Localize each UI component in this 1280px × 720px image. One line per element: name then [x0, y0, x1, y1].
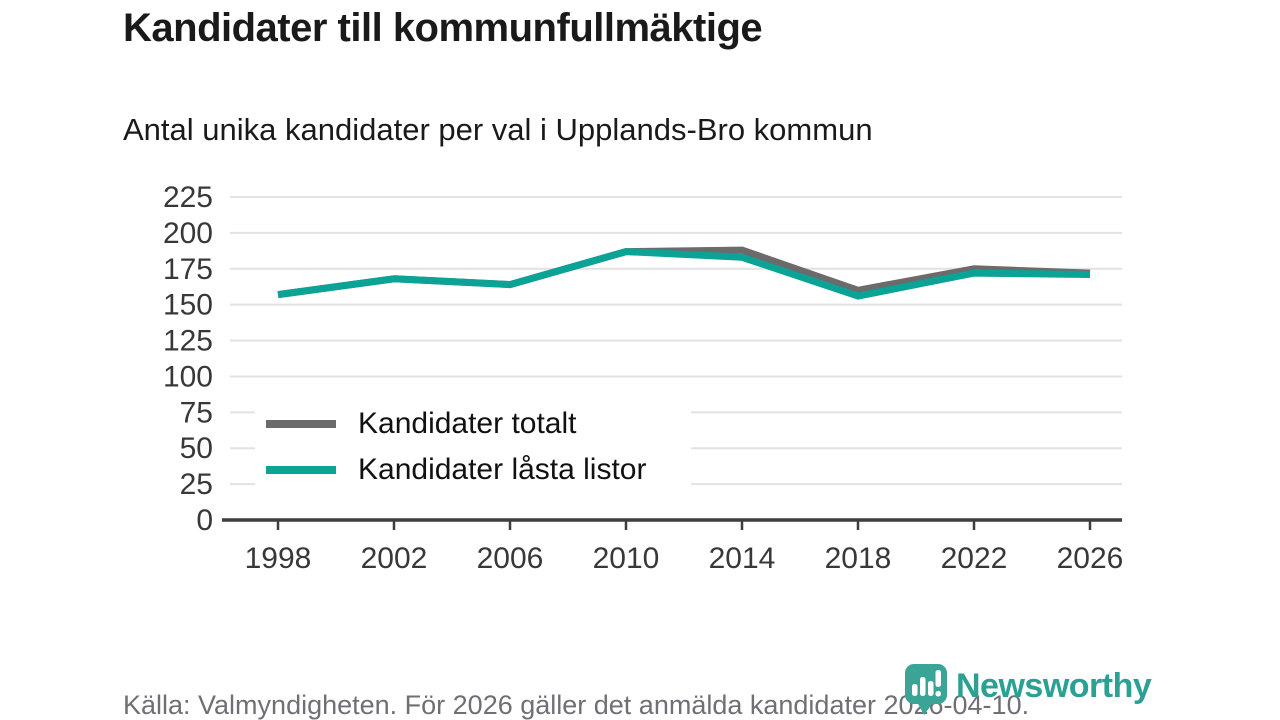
- x-axis-tick-label: 2018: [825, 542, 892, 575]
- chart-legend: Kandidater totalt Kandidater låsta listo…: [255, 399, 691, 495]
- y-axis-tick-label: 100: [163, 360, 213, 393]
- series-line-1: [277, 248, 1091, 300]
- newsworthy-logo-icon: [905, 664, 947, 715]
- y-axis-tick-label: 0: [196, 504, 213, 537]
- x-axis-tick-label: 2006: [477, 542, 544, 575]
- y-axis-tick-label: 125: [163, 325, 213, 358]
- x-axis-tick-label: 2010: [593, 542, 660, 575]
- legend-label-locked-lists: Kandidater låsta listor: [358, 453, 647, 486]
- x-axis-tick-label: 2026: [1057, 542, 1124, 575]
- y-axis-tick-label: 175: [163, 253, 213, 286]
- x-axis-tick-label: 2022: [941, 542, 1008, 575]
- x-axis-tick-label: 2002: [361, 542, 428, 575]
- chart-title: Kandidater till kommunfullmäktige: [123, 6, 763, 50]
- legend-item-locked-lists: Kandidater låsta listor: [255, 448, 691, 492]
- legend-swatch-total: [266, 420, 336, 428]
- source-note: Källa: Valmyndigheten. För 2026 gäller d…: [123, 690, 1030, 720]
- y-axis-tick-label: 75: [180, 396, 213, 429]
- newsworthy-logo-text: Newsworthy: [956, 666, 1152, 705]
- chart-subtitle: Antal unika kandidater per val i Uppland…: [123, 112, 873, 147]
- x-axis-tick-label: 2014: [709, 542, 776, 575]
- newsworthy-brand: Newsworthy: [903, 662, 1152, 716]
- y-axis-tick-label: 25: [180, 468, 213, 501]
- y-axis-tick-label: 50: [180, 432, 213, 465]
- y-axis-tick-label: 150: [163, 289, 213, 322]
- legend-label-total: Kandidater totalt: [358, 407, 577, 440]
- x-axis-tick-label: 1998: [245, 542, 312, 575]
- legend-swatch-locked-lists: [266, 466, 336, 474]
- y-axis-tick-label: 200: [163, 217, 213, 250]
- legend-item-total: Kandidater totalt: [255, 402, 691, 446]
- y-axis-tick-label: 225: [163, 181, 213, 214]
